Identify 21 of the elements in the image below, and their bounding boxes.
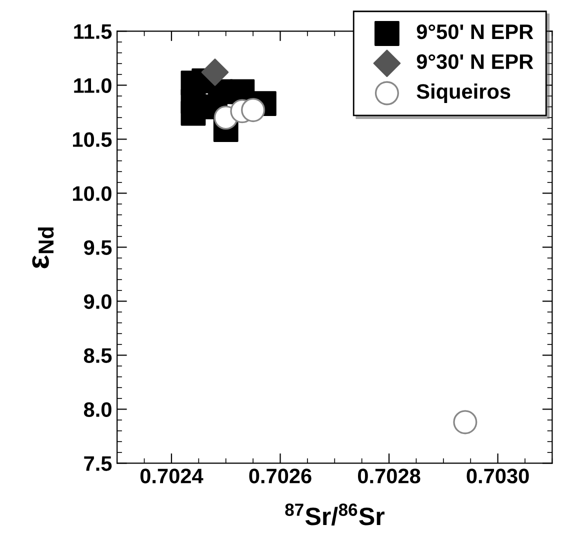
y-tick-label: 10.5 xyxy=(73,132,112,147)
y-tick-label: 8.5 xyxy=(84,348,112,363)
legend-label: 9°30' N EPR xyxy=(416,54,534,70)
y-tick-label: 11.0 xyxy=(74,78,112,93)
point xyxy=(241,98,266,122)
x-tick-label: 0.7030 xyxy=(466,468,529,484)
y-tick-label: 8.0 xyxy=(84,402,112,417)
y-tick-label: 9.5 xyxy=(84,240,112,255)
y-tick-label: 10.0 xyxy=(73,186,112,201)
x-tick-label: 0.7024 xyxy=(140,468,204,484)
x-tick-label: 0.7028 xyxy=(358,468,420,484)
legend-label: Siqueiros xyxy=(416,84,510,103)
y-tick-label: 7.5 xyxy=(84,456,112,471)
point xyxy=(201,58,229,86)
legend-label: 9°50' N EPR xyxy=(416,24,534,40)
point xyxy=(180,88,206,114)
y-axis-title: ε$_{Nd}$ xyxy=(32,227,54,268)
x-tick-label: 0.7026 xyxy=(249,468,312,484)
y-tick-label: 9.0 xyxy=(84,294,112,309)
y-tick-label: 11.5 xyxy=(74,24,112,39)
x-axis-title: $^{87}$Sr/$^{86}$Sr xyxy=(285,504,384,526)
